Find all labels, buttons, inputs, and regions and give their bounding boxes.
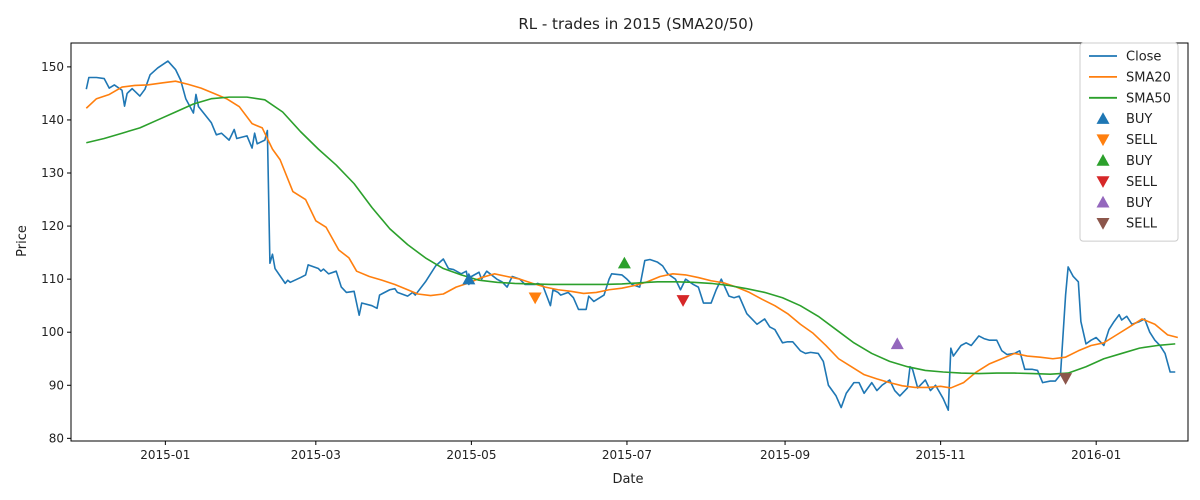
- sell-marker-4: [1059, 373, 1073, 385]
- axes: 2015-01 2015-03 2015-05 2015-07 2015-09 2015-…: [41, 42, 1189, 462]
- legend-label: SELL: [1126, 133, 1158, 148]
- legend-label: BUY: [1126, 196, 1152, 211]
- x-tick-label: 2016-01: [1071, 448, 1121, 462]
- x-tick-label: 2015-09: [760, 448, 810, 462]
- y-tick-label: 90: [49, 378, 64, 392]
- series-line-close: [85, 60, 1176, 412]
- series-line-sma50: [86, 96, 1176, 375]
- chart-title: RL - trades in 2015 (SMA20/50): [518, 15, 753, 33]
- y-axis-label: Price: [15, 225, 30, 257]
- legend-label: SELL: [1126, 175, 1158, 190]
- x-tick-label: 2015-03: [291, 448, 341, 462]
- legend-label: SMA50: [1126, 91, 1171, 106]
- buy-marker-1: [617, 256, 631, 269]
- legend: Close SMA20 SMA50 BUY SELL BUY SELL BUY SELL: [1079, 42, 1179, 242]
- x-tick-label: 2015-11: [916, 448, 966, 462]
- legend-label: Close: [1126, 50, 1161, 65]
- legend-label: BUY: [1126, 154, 1152, 169]
- legend-box: [1079, 42, 1179, 242]
- legend-swatch-sell: [1096, 176, 1110, 188]
- y-tick-label: 100: [41, 325, 64, 339]
- y-tick-label: 130: [41, 166, 64, 180]
- x-tick-label: 2015-05: [446, 448, 496, 462]
- sell-marker-6: [528, 292, 542, 305]
- series-line-sma20: [85, 80, 1179, 389]
- plot-frame: [70, 42, 1189, 442]
- buy-marker-3: [890, 337, 904, 350]
- sell-marker-2: [676, 295, 690, 307]
- x-axis-label: Date: [612, 472, 643, 487]
- legend-swatch-buy: [1096, 112, 1110, 124]
- legend-label: SELL: [1126, 217, 1158, 232]
- legend-label: SMA20: [1126, 70, 1171, 85]
- legend-swatch-buy: [1096, 154, 1110, 166]
- legend-label: BUY: [1126, 112, 1152, 127]
- y-tick-label: 140: [41, 113, 64, 127]
- legend-swatch-buy: [1096, 195, 1110, 208]
- x-tick-label: 2015-01: [140, 448, 190, 462]
- plot-area: [85, 60, 1179, 412]
- legend-swatch-sell: [1096, 134, 1110, 147]
- y-tick-label: 110: [41, 272, 64, 286]
- legend-swatch-sell: [1096, 218, 1110, 230]
- y-tick-label: 120: [41, 219, 64, 233]
- y-tick-label: 80: [49, 431, 64, 445]
- x-tick-label: 2015-07: [602, 448, 652, 462]
- y-tick-label: 150: [41, 60, 64, 74]
- buy-marker-5: [462, 272, 476, 285]
